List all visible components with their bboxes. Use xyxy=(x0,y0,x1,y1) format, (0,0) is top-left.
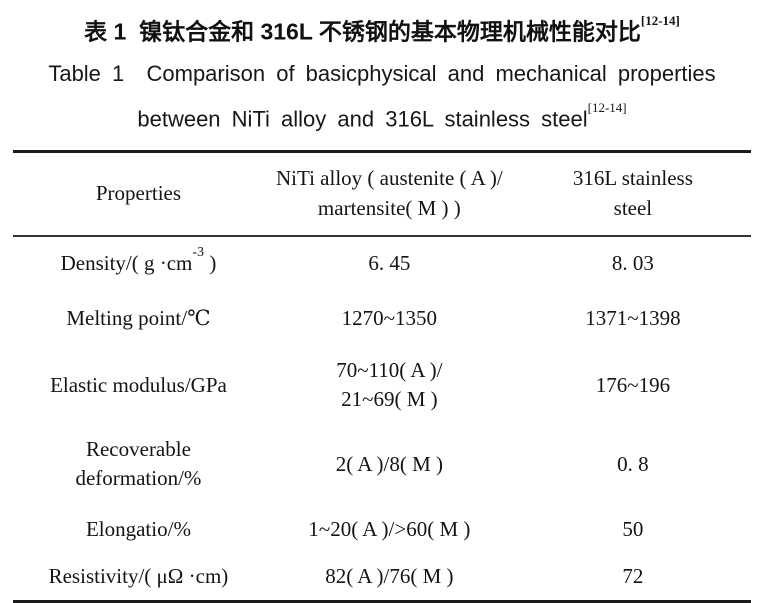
citation-superscript-en: [12-14] xyxy=(587,99,627,115)
cell-steel-melting-point: 1371~1398 xyxy=(585,305,681,330)
cell-property-elongation: Elongatio/% xyxy=(85,516,191,541)
table-caption-zh: 表 1 镍钛合金和 316L 不锈钢的基本物理机械性能对比[12-14] xyxy=(0,10,764,49)
table-row-elastic-modulus: Elastic modulus/GPa 70~110( A )/ 21~69( … xyxy=(13,346,751,424)
table-row-elongation: Elongatio/% 1~20( A )/>60( M ) 50 xyxy=(13,504,751,554)
density-unit-post: ) xyxy=(204,251,217,276)
cell-niti-density: 6. 45 xyxy=(368,251,411,276)
column-header-properties: Properties xyxy=(95,181,182,206)
table-row-recoverable-deformation: Recoverable deformation/% 2( A )/8( M ) … xyxy=(13,424,751,504)
cell-property-density: Density/( g ·cm-3 ) xyxy=(13,236,264,290)
properties-comparison-table: Properties NiTi alloy ( austenite ( A )/… xyxy=(13,149,751,603)
citation-superscript-zh: [12-14] xyxy=(640,13,680,29)
cell-niti-elastic-modulus: 70~110( A )/ 21~69( M ) xyxy=(336,357,443,412)
cell-niti-recoverable-deformation: 2( A )/8( M ) xyxy=(335,451,444,476)
density-unit-exponent: -3 xyxy=(192,244,205,260)
table-row-resistivity: Resistivity/( μΩ ·cm) 82( A )/76( M ) 72 xyxy=(13,554,751,601)
density-unit-pre: Density/( g ·cm xyxy=(60,251,193,276)
cell-steel-density: 8. 03 xyxy=(611,251,654,276)
table-row-density: Density/( g ·cm-3 ) 6. 45 8. 03 xyxy=(13,236,751,290)
cell-niti-elongation: 1~20( A )/>60( M ) xyxy=(308,516,471,541)
table-caption-en-line2: between NiTi alloy and 316L stainless st… xyxy=(0,99,764,134)
cell-steel-recoverable-deformation: 0. 8 xyxy=(617,451,649,476)
cell-steel-elongation: 50 xyxy=(622,516,644,541)
cell-niti-resistivity: 82( A )/76( M ) xyxy=(325,564,454,589)
cell-steel-elastic-modulus: 176~196 xyxy=(595,372,671,397)
cell-steel-resistivity: 72 xyxy=(622,564,644,589)
table-row-melting-point: Melting point/℃ 1270~1350 1371~1398 xyxy=(13,290,751,346)
cell-property-elastic-modulus: Elastic modulus/GPa xyxy=(50,372,227,397)
cell-niti-melting-point: 1270~1350 xyxy=(341,305,438,330)
cell-property-resistivity: Resistivity/( μΩ ·cm) xyxy=(48,564,229,589)
cell-property-melting-point: Melting point/℃ xyxy=(66,305,211,330)
cell-property-recoverable-deformation: Recoverable deformation/% xyxy=(75,436,202,491)
table-header-row: Properties NiTi alloy ( austenite ( A )/… xyxy=(13,151,751,237)
table-caption-zh-text: 表 1 镍钛合金和 316L 不锈钢的基本物理机械性能对比 xyxy=(84,18,641,45)
table-caption-en-line2-text: between NiTi alloy and 316L stainless st… xyxy=(137,105,588,131)
column-header-niti-alloy: NiTi alloy ( austenite ( A )/ martensite… xyxy=(276,166,503,221)
column-header-316l-steel: 316L stainless steel xyxy=(572,166,693,221)
table-caption-en-line1: Table 1 Comparison of basicphysical and … xyxy=(48,60,716,86)
